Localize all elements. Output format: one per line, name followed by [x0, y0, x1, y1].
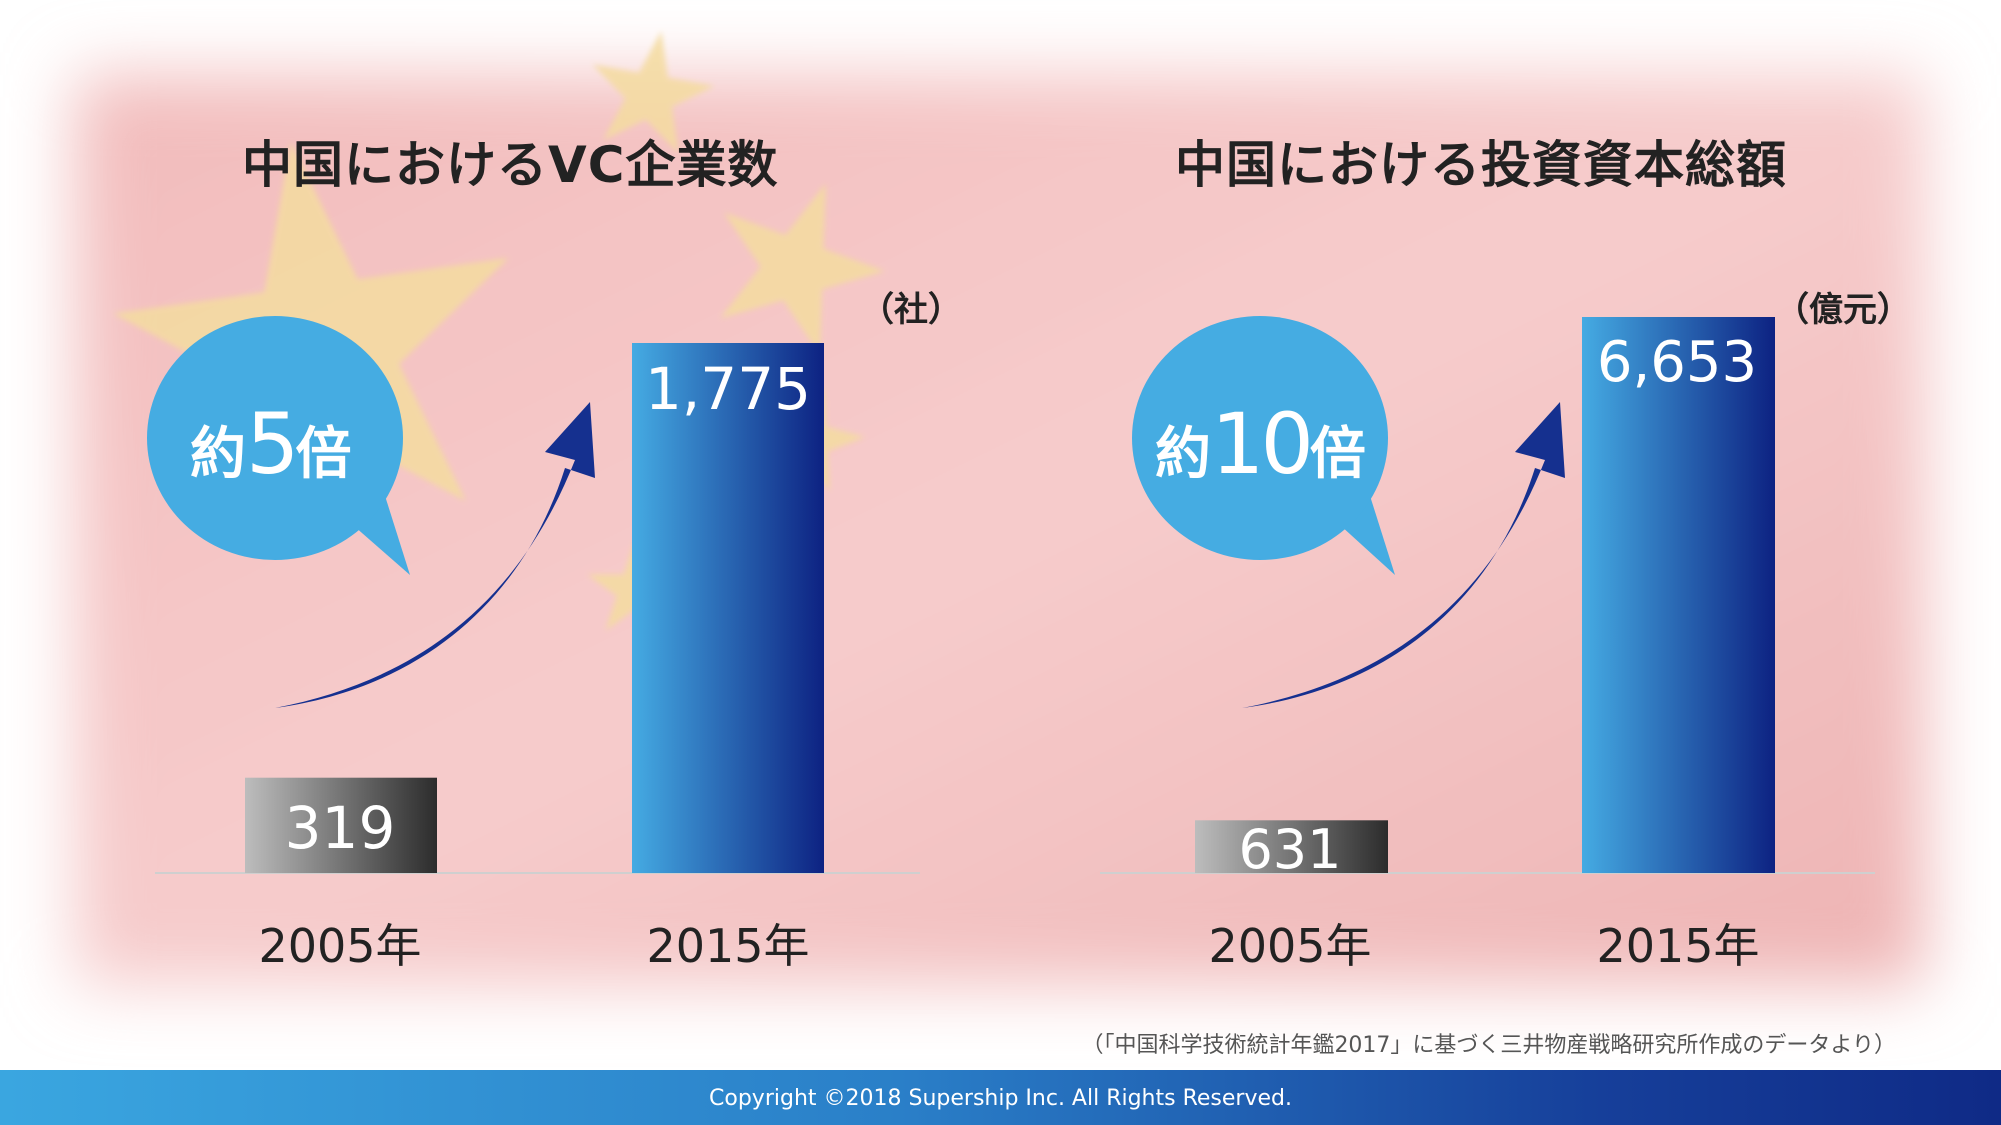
callout-suffix: 倍	[295, 422, 352, 487]
chart2-unit-label: （億元）	[1775, 290, 1911, 330]
chart1-category-label-2005: 2005年	[258, 919, 422, 973]
source-note: （「中国科学技術統計年鑑2017」に基づく三井物産戦略研究所作成のデータより）	[1081, 1033, 1896, 1058]
chart2-speech-bubble	[1132, 316, 1388, 560]
callout-prefix: 約	[1155, 422, 1211, 487]
chart1-bar-2005	[245, 777, 437, 873]
chart2-title: 中国における投資資本総額	[1175, 136, 1787, 194]
chart2-value-label-2005: 631	[1238, 817, 1342, 881]
chart2-growth-arrow	[1242, 402, 1565, 708]
callout-number: 10	[1211, 395, 1314, 493]
flag-star-3	[720, 183, 885, 355]
chart1-value-label-2005: 319	[284, 794, 396, 863]
chart1-speech-bubble	[147, 316, 403, 560]
chart2-category-label-2005: 2005年	[1208, 919, 1372, 973]
callout-suffix: 倍	[1309, 422, 1366, 487]
chart1-unit-label: （社）	[860, 290, 962, 330]
chart2-category-label-2015: 2015年	[1596, 919, 1760, 973]
chart1-title: 中国におけるVC企業数	[242, 136, 779, 194]
flag-star-2	[592, 31, 715, 154]
chart1-value-label-2015: 1,775	[644, 355, 812, 423]
footer-bar: Copyright ©2018 Supership Inc. All Right…	[0, 1070, 2001, 1125]
chart2-bar-2015	[1582, 317, 1775, 873]
copyright-text: Copyright ©2018 Supership Inc. All Right…	[709, 1086, 1292, 1111]
chart1-category-label-2015: 2015年	[646, 919, 810, 973]
chart2-bar-2005	[1195, 820, 1388, 873]
chart1-growth-arrow	[275, 402, 595, 708]
callout-prefix: 約	[190, 422, 246, 487]
chart2-multiplier-callout: 約 10 倍	[1155, 395, 1366, 493]
chart2-value-label-2015: 6,653	[1596, 330, 1758, 395]
chart1-bar-2015	[632, 343, 824, 873]
chart1-multiplier-callout: 約 5 倍	[190, 395, 351, 493]
callout-number: 5	[246, 395, 299, 493]
